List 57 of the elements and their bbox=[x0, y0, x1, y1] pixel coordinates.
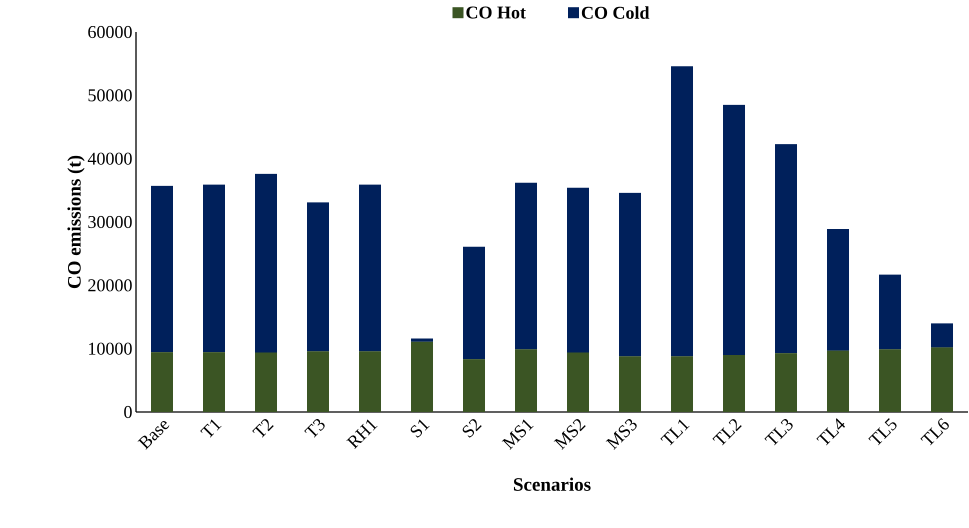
bar bbox=[723, 355, 746, 412]
legend-label: CO Cold bbox=[582, 6, 650, 19]
bar bbox=[151, 186, 174, 352]
x-axis-title: Scenarios bbox=[514, 478, 591, 491]
x-tick-label: T3 bbox=[304, 419, 325, 438]
x-tick-label: S2 bbox=[462, 419, 482, 438]
bar bbox=[515, 349, 538, 412]
bar bbox=[723, 104, 746, 355]
bar bbox=[307, 202, 330, 352]
x-tick-label: RH1 bbox=[346, 419, 378, 450]
bar bbox=[567, 352, 590, 412]
x-tick-label: TL4 bbox=[816, 418, 846, 446]
bar bbox=[203, 352, 225, 412]
bar bbox=[827, 350, 850, 412]
bar bbox=[411, 338, 434, 342]
x-tick-label: TL1 bbox=[660, 419, 690, 446]
x-tick-label: MS1 bbox=[502, 419, 534, 450]
y-tick-label: 30000 bbox=[88, 216, 132, 228]
y-axis-title: CO emissions (t) bbox=[67, 156, 85, 288]
y-tick-label: 40000 bbox=[88, 152, 132, 165]
x-tick-label: T2 bbox=[252, 419, 274, 438]
bar bbox=[775, 353, 798, 412]
x-tick-label: TL3 bbox=[764, 419, 793, 446]
bar bbox=[671, 356, 694, 412]
bar bbox=[203, 184, 225, 352]
bar bbox=[567, 188, 590, 352]
bar bbox=[307, 351, 330, 412]
x-tick-label: TL2 bbox=[712, 419, 742, 446]
bar bbox=[619, 356, 642, 412]
x-tick-label: TL5 bbox=[868, 418, 897, 446]
bar bbox=[775, 144, 798, 354]
y-tick-label: 50000 bbox=[88, 89, 132, 102]
y-tick-label: 20000 bbox=[88, 279, 132, 292]
bar bbox=[879, 274, 902, 350]
x-tick-label: Base bbox=[138, 420, 170, 450]
bar bbox=[151, 352, 174, 412]
y-tick-label: 0 bbox=[124, 406, 132, 418]
bar bbox=[931, 347, 954, 412]
bar bbox=[671, 66, 694, 356]
x-tick-label: TL6 bbox=[920, 418, 949, 446]
x-tick-label: T1 bbox=[200, 419, 222, 438]
bar bbox=[515, 182, 538, 350]
y-tick-label: 10000 bbox=[89, 342, 132, 355]
legend-label: CO Hot bbox=[466, 6, 526, 19]
bar bbox=[411, 342, 434, 412]
bar bbox=[359, 184, 382, 352]
bar bbox=[255, 352, 278, 412]
y-tick-label: 60000 bbox=[88, 26, 132, 38]
bar bbox=[879, 349, 902, 412]
x-tick-label: S1 bbox=[410, 419, 430, 438]
bar bbox=[931, 323, 954, 348]
bar bbox=[359, 351, 382, 412]
bar bbox=[255, 174, 278, 352]
bar bbox=[463, 359, 486, 412]
bar bbox=[827, 228, 850, 351]
bar bbox=[619, 192, 642, 356]
bar bbox=[463, 246, 486, 360]
